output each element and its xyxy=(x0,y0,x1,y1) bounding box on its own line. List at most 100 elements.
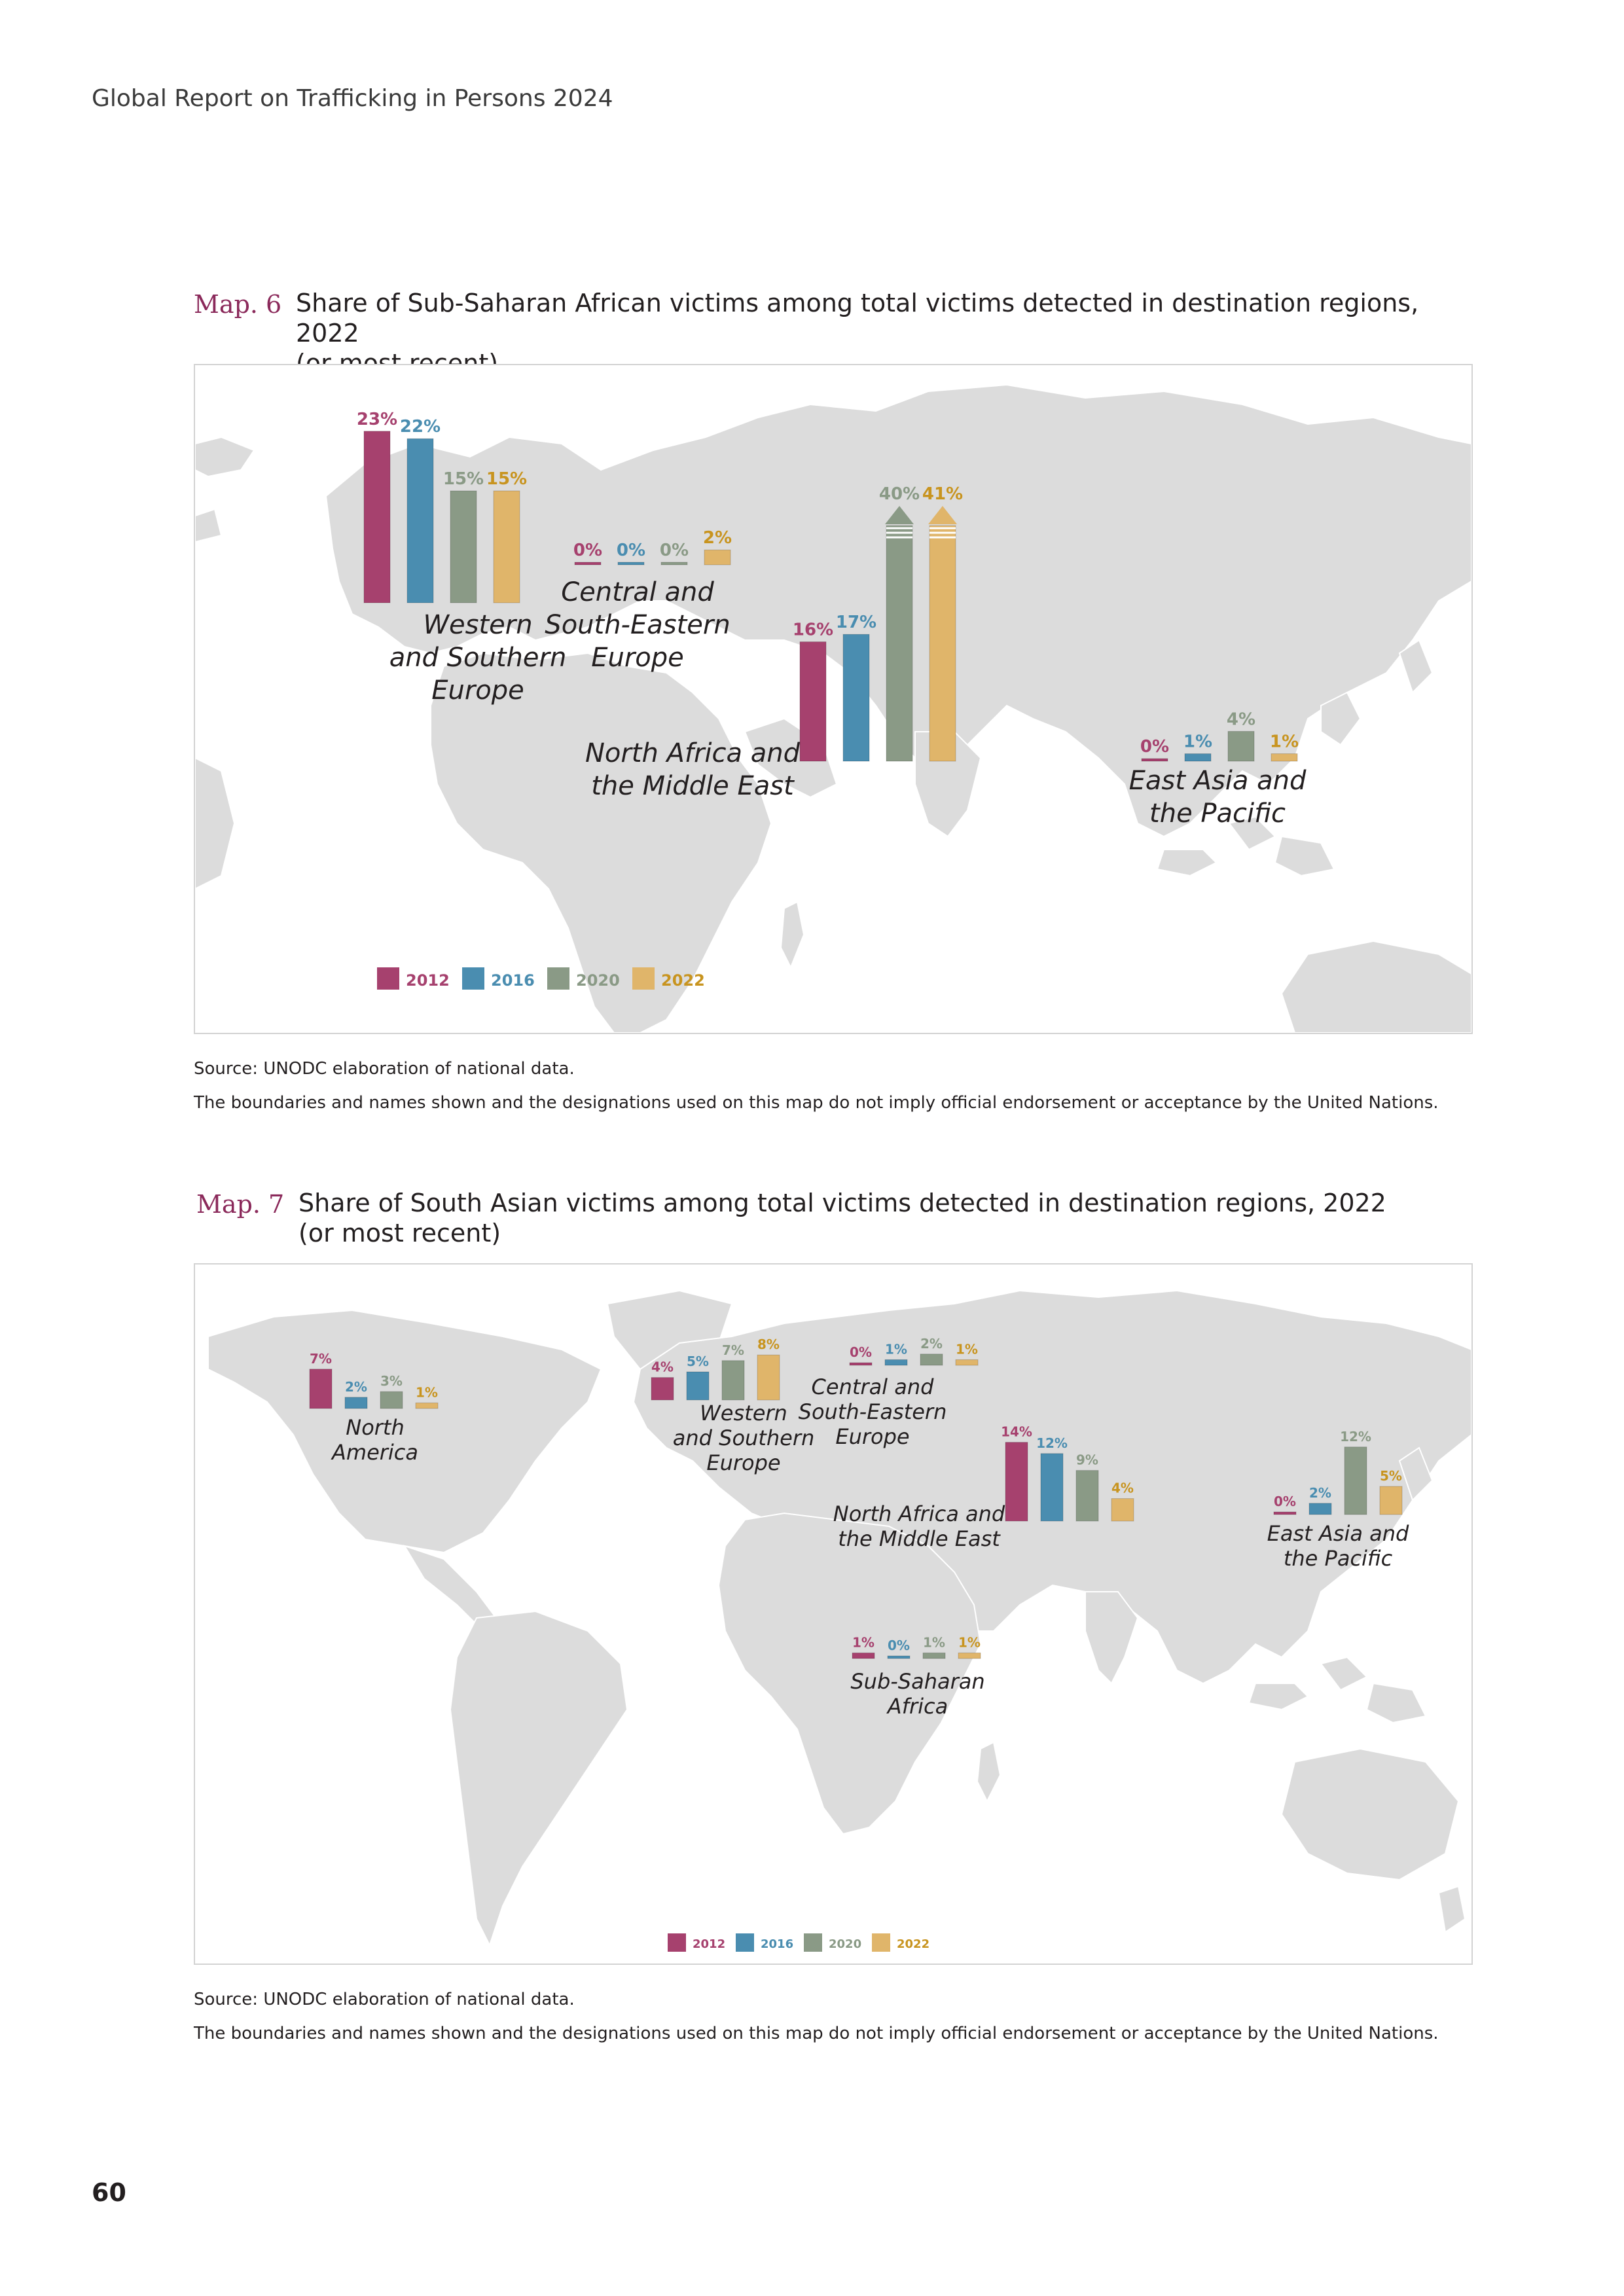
region-label-central-and-south-eastern-europe: Europe xyxy=(591,643,684,673)
region-label-north-africa-and-the-middle-east: the Middle East xyxy=(591,771,795,801)
bar-east-asia-and-the-pacific-2012 xyxy=(1273,1511,1297,1515)
map7-title-line1: Share of South Asian victims among total… xyxy=(298,1189,1386,1217)
value-label-north-africa-and-the-middle-east-2016: 12% xyxy=(1036,1435,1068,1451)
legend-label-2022: 2022 xyxy=(897,1937,929,1951)
value-label-north-america-2020: 3% xyxy=(380,1373,403,1389)
legend-label-2016: 2016 xyxy=(761,1937,793,1951)
region-label-east-asia-and-the-pacific: the Pacific xyxy=(1284,1546,1393,1571)
region-label-north-africa-and-the-middle-east: North Africa and xyxy=(833,1501,1005,1526)
map7-source: Source: UNODC elaboration of national da… xyxy=(194,1990,575,2009)
value-label-central-and-south-eastern-europe-2020: 2% xyxy=(920,1336,943,1352)
value-label-north-africa-and-the-middle-east-2022: 4% xyxy=(1111,1480,1134,1496)
bar-western-and-southern-europe-2022 xyxy=(493,490,520,603)
map6-title-line1: Share of Sub-Saharan African victims amo… xyxy=(296,289,1419,348)
region-label-western-and-southern-europe: Western xyxy=(700,1401,787,1426)
value-label-east-asia-and-the-pacific-2012: 0% xyxy=(1274,1494,1296,1509)
value-label-north-africa-and-the-middle-east-2016: 17% xyxy=(836,613,876,632)
bar-east-asia-and-the-pacific-2022 xyxy=(1271,753,1298,762)
bar-western-and-southern-europe-2022 xyxy=(757,1354,780,1401)
value-label-western-and-southern-europe-2016: 22% xyxy=(400,417,441,437)
value-label-central-and-south-eastern-europe-2012: 0% xyxy=(850,1344,872,1360)
value-label-central-and-south-eastern-europe-2022: 1% xyxy=(956,1341,978,1357)
value-label-sub-saharan-africa-2020: 1% xyxy=(923,1634,945,1650)
bar-sub-saharan-africa-2022 xyxy=(958,1652,981,1659)
bar-east-asia-and-the-pacific-2022 xyxy=(1379,1486,1403,1515)
legend-swatch-2012 xyxy=(668,1933,686,1952)
bar-central-and-south-eastern-europe-2022 xyxy=(955,1359,979,1366)
value-label-sub-saharan-africa-2022: 1% xyxy=(958,1634,981,1650)
bar-sub-saharan-africa-2020 xyxy=(922,1652,946,1659)
region-label-north-america: America xyxy=(331,1440,418,1465)
truncation-arrow-icon xyxy=(885,506,914,524)
bar-east-asia-and-the-pacific-2012 xyxy=(1141,758,1168,762)
value-label-sub-saharan-africa-2016: 0% xyxy=(888,1638,910,1653)
value-label-sub-saharan-africa-2012: 1% xyxy=(852,1634,875,1650)
legend-swatch-2020 xyxy=(547,967,569,990)
bar-central-and-south-eastern-europe-2012 xyxy=(849,1362,873,1366)
value-label-western-and-southern-europe-2012: 23% xyxy=(357,410,397,429)
legend-swatch-2016 xyxy=(462,967,484,990)
bar-sub-saharan-africa-2012 xyxy=(852,1652,875,1659)
region-label-east-asia-and-the-pacific: the Pacific xyxy=(1149,798,1286,829)
bar-north-africa-and-the-middle-east-2012 xyxy=(1005,1442,1028,1522)
bar-north-america-2020 xyxy=(380,1391,403,1409)
bar-central-and-south-eastern-europe-2016 xyxy=(884,1359,908,1366)
bar-central-and-south-eastern-europe-2012 xyxy=(574,562,602,565)
legend-label-2012: 2012 xyxy=(693,1937,725,1951)
value-label-western-and-southern-europe-2020: 7% xyxy=(722,1342,744,1358)
bar-east-asia-and-the-pacific-2016 xyxy=(1308,1503,1332,1515)
value-label-central-and-south-eastern-europe-2012: 0% xyxy=(573,541,602,560)
bar-north-america-2016 xyxy=(344,1397,368,1409)
region-label-western-and-southern-europe: Europe xyxy=(431,675,524,706)
region-label-central-and-south-eastern-europe: Central and xyxy=(561,577,714,607)
value-label-east-asia-and-the-pacific-2020: 12% xyxy=(1340,1429,1371,1444)
value-label-east-asia-and-the-pacific-2022: 1% xyxy=(1270,732,1299,752)
bar-western-and-southern-europe-2020 xyxy=(721,1360,745,1401)
region-label-western-and-southern-europe: and Southern xyxy=(389,643,567,673)
value-label-western-and-southern-europe-2020: 15% xyxy=(443,469,484,489)
region-label-sub-saharan-africa: Sub-Saharan xyxy=(850,1669,984,1694)
legend-label-2022: 2022 xyxy=(661,971,705,990)
legend-swatch-2022 xyxy=(872,1933,890,1952)
bar-western-and-southern-europe-2012 xyxy=(363,431,391,603)
region-label-east-asia-and-the-pacific: East Asia and xyxy=(1129,766,1307,796)
region-label-east-asia-and-the-pacific: East Asia and xyxy=(1267,1521,1409,1546)
bar-central-and-south-eastern-europe-2016 xyxy=(617,562,645,565)
region-label-north-africa-and-the-middle-east: North Africa and xyxy=(585,738,801,768)
region-label-central-and-south-eastern-europe: Europe xyxy=(835,1424,909,1449)
map6-frame: 23% 22% 15% 15% Western and Southern Europe 0% 0… xyxy=(194,364,1473,1034)
map6-source: Source: UNODC elaboration of national da… xyxy=(194,1059,575,1079)
bar-north-america-2022 xyxy=(415,1402,439,1409)
value-label-east-asia-and-the-pacific-2020: 4% xyxy=(1227,709,1255,729)
region-label-central-and-south-eastern-europe: South-Eastern xyxy=(799,1399,947,1424)
value-label-east-asia-and-the-pacific-2016: 1% xyxy=(1183,732,1212,752)
bar-central-and-south-eastern-europe-2020 xyxy=(920,1354,943,1366)
region-label-north-africa-and-the-middle-east: the Middle East xyxy=(838,1526,1001,1551)
region-label-central-and-south-eastern-europe: South-Eastern xyxy=(545,610,730,640)
bar-western-and-southern-europe-2016 xyxy=(406,438,434,603)
value-label-western-and-southern-europe-2022: 15% xyxy=(486,469,527,489)
map6-title: Share of Sub-Saharan African victims amo… xyxy=(296,288,1474,378)
bar-north-africa-and-the-middle-east-2022 xyxy=(929,525,956,762)
bar-central-and-south-eastern-europe-2020 xyxy=(660,562,688,565)
legend-label-2012: 2012 xyxy=(406,971,450,990)
bar-north-africa-and-the-middle-east-2022 xyxy=(1111,1498,1134,1522)
bar-western-and-southern-europe-2020 xyxy=(450,490,477,603)
bar-east-asia-and-the-pacific-2016 xyxy=(1184,753,1212,762)
bar-central-and-south-eastern-europe-2022 xyxy=(704,549,731,565)
value-label-north-america-2016: 2% xyxy=(345,1379,367,1395)
page-number: 60 xyxy=(92,2178,126,2207)
value-label-north-america-2022: 1% xyxy=(416,1384,438,1400)
legend-swatch-2016 xyxy=(736,1933,754,1952)
legend-swatch-2022 xyxy=(632,967,655,990)
legend-swatch-2012 xyxy=(377,967,399,990)
bar-western-and-southern-europe-2012 xyxy=(651,1377,674,1401)
legend-label-2020: 2020 xyxy=(576,971,620,990)
value-label-east-asia-and-the-pacific-2012: 0% xyxy=(1140,737,1169,757)
bar-east-asia-and-the-pacific-2020 xyxy=(1227,730,1255,762)
map7-title-line2: (or most recent) xyxy=(298,1219,501,1247)
bar-western-and-southern-europe-2016 xyxy=(686,1371,710,1401)
map7-title: Share of South Asian victims among total… xyxy=(298,1188,1477,1248)
